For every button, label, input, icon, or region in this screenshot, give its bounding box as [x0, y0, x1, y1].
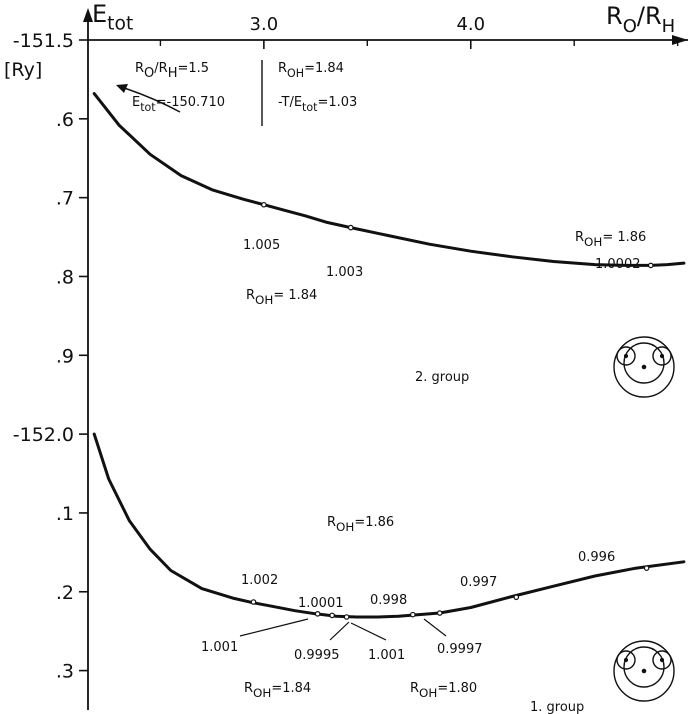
value-label: 1.001 — [201, 640, 238, 655]
annotation-start-roh: ROH=1.84 — [278, 61, 344, 80]
y-axis-unit: [Ry] — [4, 59, 42, 81]
leader-line — [330, 622, 349, 640]
marked-point — [649, 263, 653, 267]
y-tick-label: .8 — [56, 266, 74, 288]
marked-point — [262, 203, 266, 207]
marked-point — [438, 611, 442, 615]
group-2-label: 2. group — [415, 370, 469, 385]
marked-point — [344, 615, 348, 619]
y-axis-label: Etot — [92, 0, 133, 35]
leader-line — [240, 619, 308, 636]
marked-point — [251, 600, 255, 604]
value-label: 0.9995 — [294, 648, 340, 663]
y-tick-label: .7 — [56, 188, 74, 210]
y-tick-label: .1 — [56, 503, 74, 525]
annotation-start-ratio: RO/RH=1.5 — [135, 61, 209, 81]
leader-line — [424, 619, 446, 636]
value-label: 0.997 — [460, 575, 497, 590]
x-tick-label: 4.0 — [456, 14, 485, 35]
annotation-roh: ROH= 1.86 — [575, 230, 646, 249]
value-label: 0.9997 — [437, 642, 483, 657]
molecule-icon-group-1 — [614, 641, 674, 701]
annotation-roh: ROH=1.80 — [410, 681, 477, 700]
marked-point — [411, 612, 415, 616]
y-tick-label: .2 — [56, 582, 74, 604]
annotation-roh: ROH=1.86 — [327, 515, 394, 534]
annotation-roh: ROH= 1.84 — [246, 288, 317, 307]
annotation-start-virial: -T/Etot=1.03 — [278, 95, 357, 114]
curves — [94, 94, 684, 617]
marked-point — [644, 566, 648, 570]
x-axis-label: RO/RH — [606, 2, 675, 37]
group-1-label: 1. group — [530, 700, 584, 714]
y-tick-label: .9 — [56, 345, 74, 367]
value-label: 1.005 — [243, 238, 280, 253]
value-label: 1.002 — [241, 573, 278, 588]
marked-point — [349, 225, 353, 229]
y-tick-label: -151.5 — [13, 30, 74, 52]
marked-point — [315, 612, 319, 616]
value-label: 1.0002 — [595, 257, 641, 272]
leader-line — [351, 623, 386, 640]
annotation-roh: ROH=1.84 — [244, 681, 311, 700]
y-tick-label: .3 — [56, 661, 74, 683]
y-tick-label: -152.0 — [13, 424, 74, 446]
y-tick-label: .6 — [56, 109, 74, 131]
value-label: 0.998 — [370, 593, 407, 608]
value-label: 1.001 — [368, 648, 405, 663]
marked-point — [514, 595, 518, 599]
value-label: 1.003 — [326, 265, 363, 280]
x-tick-label: 3.0 — [250, 14, 279, 35]
value-label: 0.996 — [578, 550, 615, 565]
value-label: 1.0001 — [298, 596, 344, 611]
molecule-icon-group-2 — [614, 337, 674, 397]
marked-point — [330, 613, 334, 617]
